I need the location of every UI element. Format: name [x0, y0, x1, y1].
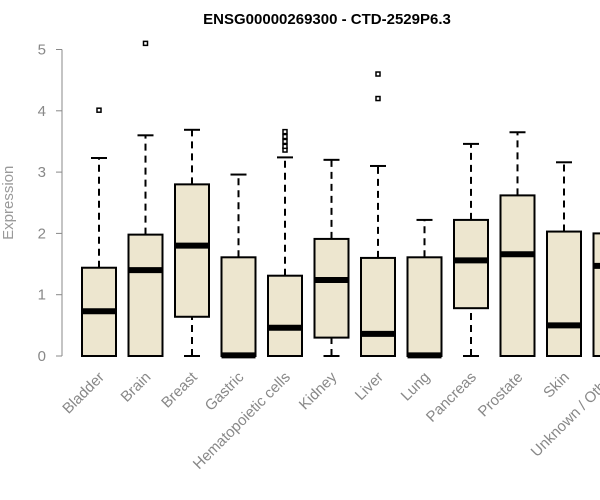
y-tick-label: 0 — [38, 348, 46, 365]
box-body — [592, 232, 600, 357]
box-series — [81, 40, 600, 359]
box-body — [220, 256, 257, 358]
x-tick-label: Prostate — [475, 369, 527, 421]
box-pancreas — [453, 142, 489, 357]
chart-title: ENSG00000269300 - CTD-2529P6.3 — [203, 11, 451, 28]
box-body — [406, 256, 443, 358]
x-tick-label: Gastric — [202, 368, 248, 414]
y-axis: 0 1 2 3 4 5 — [38, 42, 63, 365]
x-tick-label: Liver — [352, 369, 387, 404]
box-body — [453, 218, 489, 310]
box-prostate — [499, 131, 536, 357]
box-liver — [360, 71, 396, 358]
x-tick-label: Kidney — [296, 368, 341, 413]
y-tick-label: 3 — [38, 164, 46, 181]
y-tick-label: 4 — [38, 103, 46, 120]
box-breast — [174, 128, 210, 357]
x-tick-label: Skin — [540, 369, 573, 402]
box-gastric — [220, 173, 257, 359]
box-brain — [127, 40, 164, 358]
x-tick-label: Lung — [398, 369, 434, 405]
outlier-point — [375, 71, 381, 77]
outlier-point — [282, 128, 288, 135]
x-tick-label: Pancreas — [423, 369, 480, 426]
outlier-point — [282, 133, 288, 140]
box-body — [174, 183, 210, 318]
outlier-point — [282, 143, 288, 150]
box-body — [546, 230, 582, 358]
box-body — [313, 237, 350, 339]
outlier-point — [96, 107, 102, 113]
box-unknown-other — [592, 232, 600, 357]
x-tick-label: Breast — [158, 368, 201, 411]
x-tick-label: Brain — [118, 369, 155, 406]
box-bladder — [81, 107, 117, 357]
box-body — [499, 194, 536, 357]
box-hematopoietic-cells — [267, 128, 303, 357]
x-tick-label: Bladder — [59, 369, 108, 418]
box-lung — [406, 218, 443, 359]
y-tick-label: 2 — [38, 225, 46, 242]
y-tick-label: 1 — [38, 287, 46, 304]
box-kidney — [313, 158, 350, 357]
box-body — [127, 233, 164, 358]
box-skin — [546, 161, 582, 358]
outlier-point — [282, 138, 288, 145]
box-body — [267, 274, 303, 357]
outlier-point — [142, 40, 149, 47]
y-tick-label: 5 — [38, 42, 46, 59]
outlier-point — [375, 95, 381, 102]
box-body — [360, 256, 396, 358]
y-axis-label: Expression — [0, 166, 17, 240]
